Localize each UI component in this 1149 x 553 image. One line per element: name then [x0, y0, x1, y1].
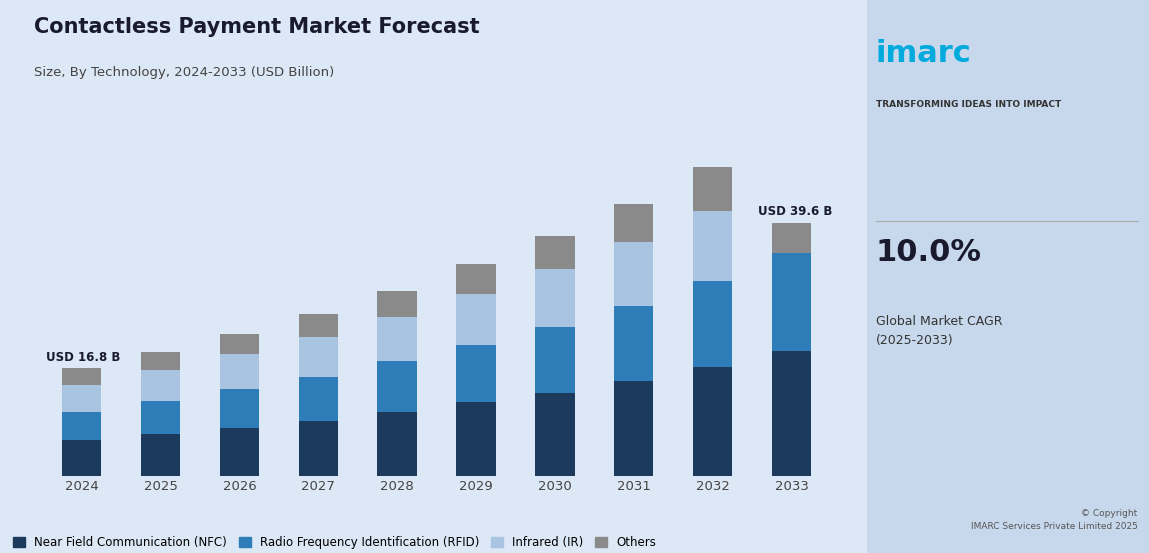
Text: © Copyright
IMARC Services Private Limited 2025: © Copyright IMARC Services Private Limit… — [971, 509, 1138, 531]
Bar — [456, 402, 495, 476]
Bar — [141, 401, 180, 434]
Bar — [772, 351, 811, 476]
Bar — [693, 168, 732, 211]
Bar — [219, 334, 260, 354]
Bar — [693, 211, 732, 281]
Bar — [62, 368, 101, 385]
Bar — [614, 242, 654, 306]
Bar — [141, 371, 180, 401]
Text: Size, By Technology, 2024-2033 (USD Billion): Size, By Technology, 2024-2033 (USD Bill… — [34, 66, 334, 80]
Bar — [299, 377, 338, 421]
Bar — [378, 361, 417, 412]
Bar — [535, 393, 574, 476]
Bar — [535, 236, 574, 269]
Bar — [62, 412, 101, 441]
Bar — [219, 389, 260, 427]
Bar — [456, 345, 495, 402]
Bar — [614, 381, 654, 476]
Bar — [219, 427, 260, 476]
Bar — [219, 354, 260, 389]
Bar — [693, 367, 732, 476]
Text: TRANSFORMING IDEAS INTO IMPACT: TRANSFORMING IDEAS INTO IMPACT — [876, 100, 1061, 108]
Bar — [62, 441, 101, 476]
Bar — [299, 421, 338, 476]
Text: USD 16.8 B: USD 16.8 B — [46, 351, 121, 364]
Bar — [62, 385, 101, 412]
Bar — [378, 291, 417, 317]
Bar — [535, 327, 574, 393]
Bar — [299, 314, 338, 337]
Legend: Near Field Communication (NFC), Radio Frequency Identification (RFID), Infrared : Near Field Communication (NFC), Radio Fr… — [8, 531, 662, 553]
Bar — [141, 352, 180, 371]
Bar — [378, 317, 417, 361]
Bar — [772, 253, 811, 351]
Text: USD 39.6 B: USD 39.6 B — [758, 205, 833, 218]
Bar — [614, 306, 654, 381]
Bar — [693, 281, 732, 367]
Text: Contactless Payment Market Forecast: Contactless Payment Market Forecast — [34, 17, 480, 36]
Text: imarc: imarc — [876, 39, 971, 67]
Bar — [378, 412, 417, 476]
Text: Global Market CAGR
(2025-2033): Global Market CAGR (2025-2033) — [876, 315, 1002, 347]
Bar — [141, 434, 180, 476]
Bar — [456, 294, 495, 345]
Bar — [299, 337, 338, 377]
Bar — [535, 269, 574, 327]
Bar — [772, 223, 811, 253]
Bar — [456, 264, 495, 294]
Text: 10.0%: 10.0% — [876, 238, 981, 267]
Bar — [614, 204, 654, 242]
